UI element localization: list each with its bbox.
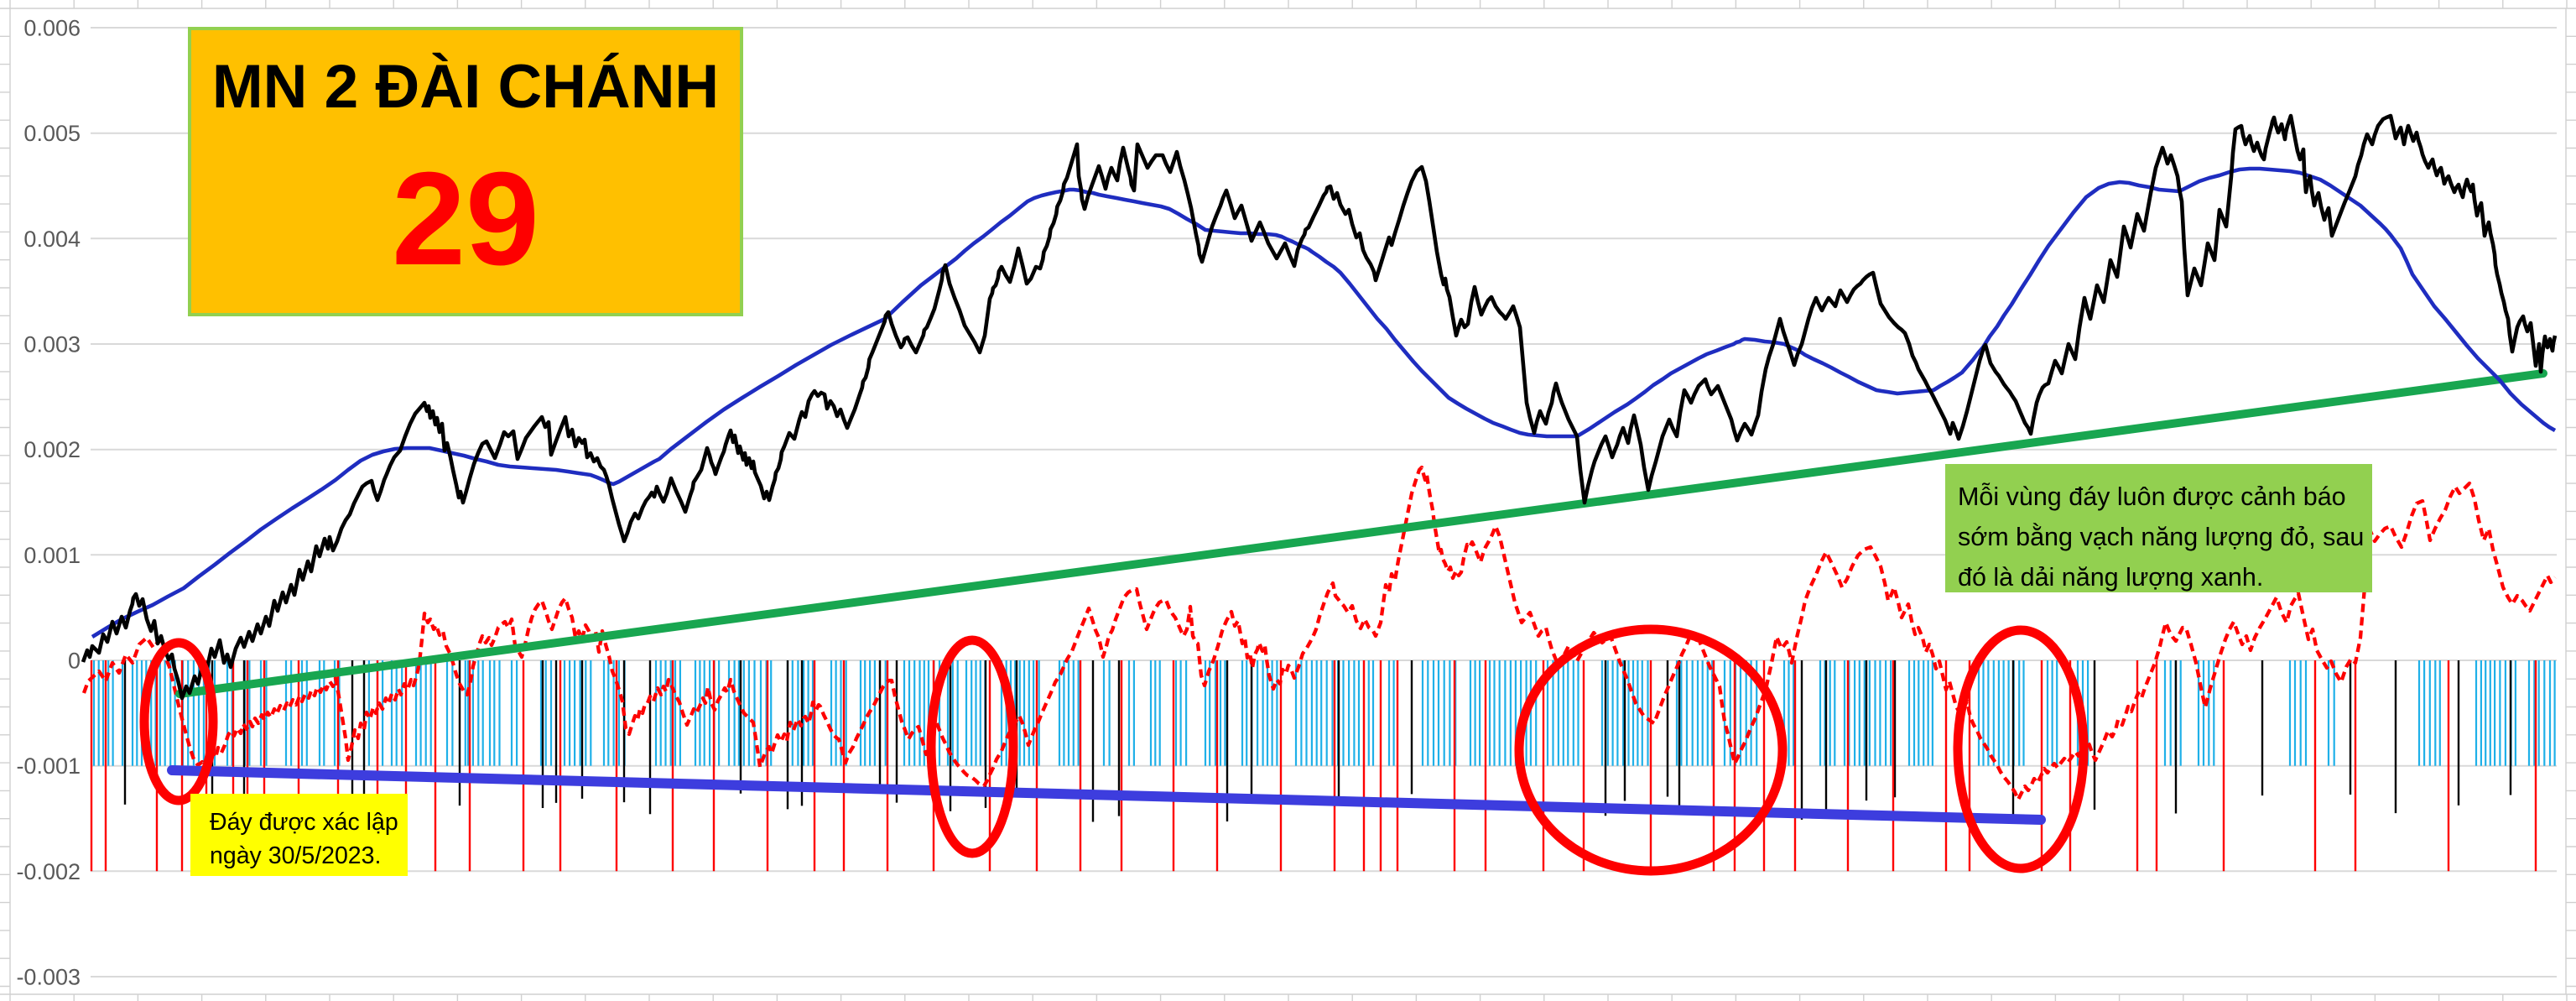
svg-text:0.002: 0.002 bbox=[23, 437, 81, 462]
svg-text:0.005: 0.005 bbox=[23, 121, 81, 146]
svg-text:0.003: 0.003 bbox=[23, 332, 81, 357]
svg-text:Mỗi vùng đáy luôn được cảnh bá: Mỗi vùng đáy luôn được cảnh báo bbox=[1958, 482, 2346, 511]
svg-text:-0.003: -0.003 bbox=[16, 965, 81, 990]
svg-text:đó là dải năng lượng xanh.: đó là dải năng lượng xanh. bbox=[1958, 563, 2263, 592]
svg-text:0.006: 0.006 bbox=[23, 16, 81, 41]
svg-text:0: 0 bbox=[68, 649, 81, 674]
svg-text:-0.001: -0.001 bbox=[16, 753, 81, 779]
svg-text:Đáy được xác lập: Đáy được xác lập bbox=[210, 809, 398, 836]
svg-text:0.004: 0.004 bbox=[23, 227, 81, 252]
svg-text:sớm bằng vạch năng lượng đỏ, s: sớm bằng vạch năng lượng đỏ, sau bbox=[1958, 522, 2364, 551]
svg-text:29: 29 bbox=[392, 145, 539, 293]
svg-text:-0.002: -0.002 bbox=[16, 859, 81, 884]
svg-text:MN 2 ĐÀI CHÁNH: MN 2 ĐÀI CHÁNH bbox=[212, 53, 719, 121]
svg-text:0.001: 0.001 bbox=[23, 543, 81, 568]
svg-text:ngày 30/5/2023.: ngày 30/5/2023. bbox=[210, 842, 381, 869]
